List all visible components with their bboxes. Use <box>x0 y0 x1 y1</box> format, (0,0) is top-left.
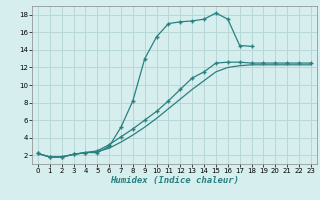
X-axis label: Humidex (Indice chaleur): Humidex (Indice chaleur) <box>110 176 239 185</box>
